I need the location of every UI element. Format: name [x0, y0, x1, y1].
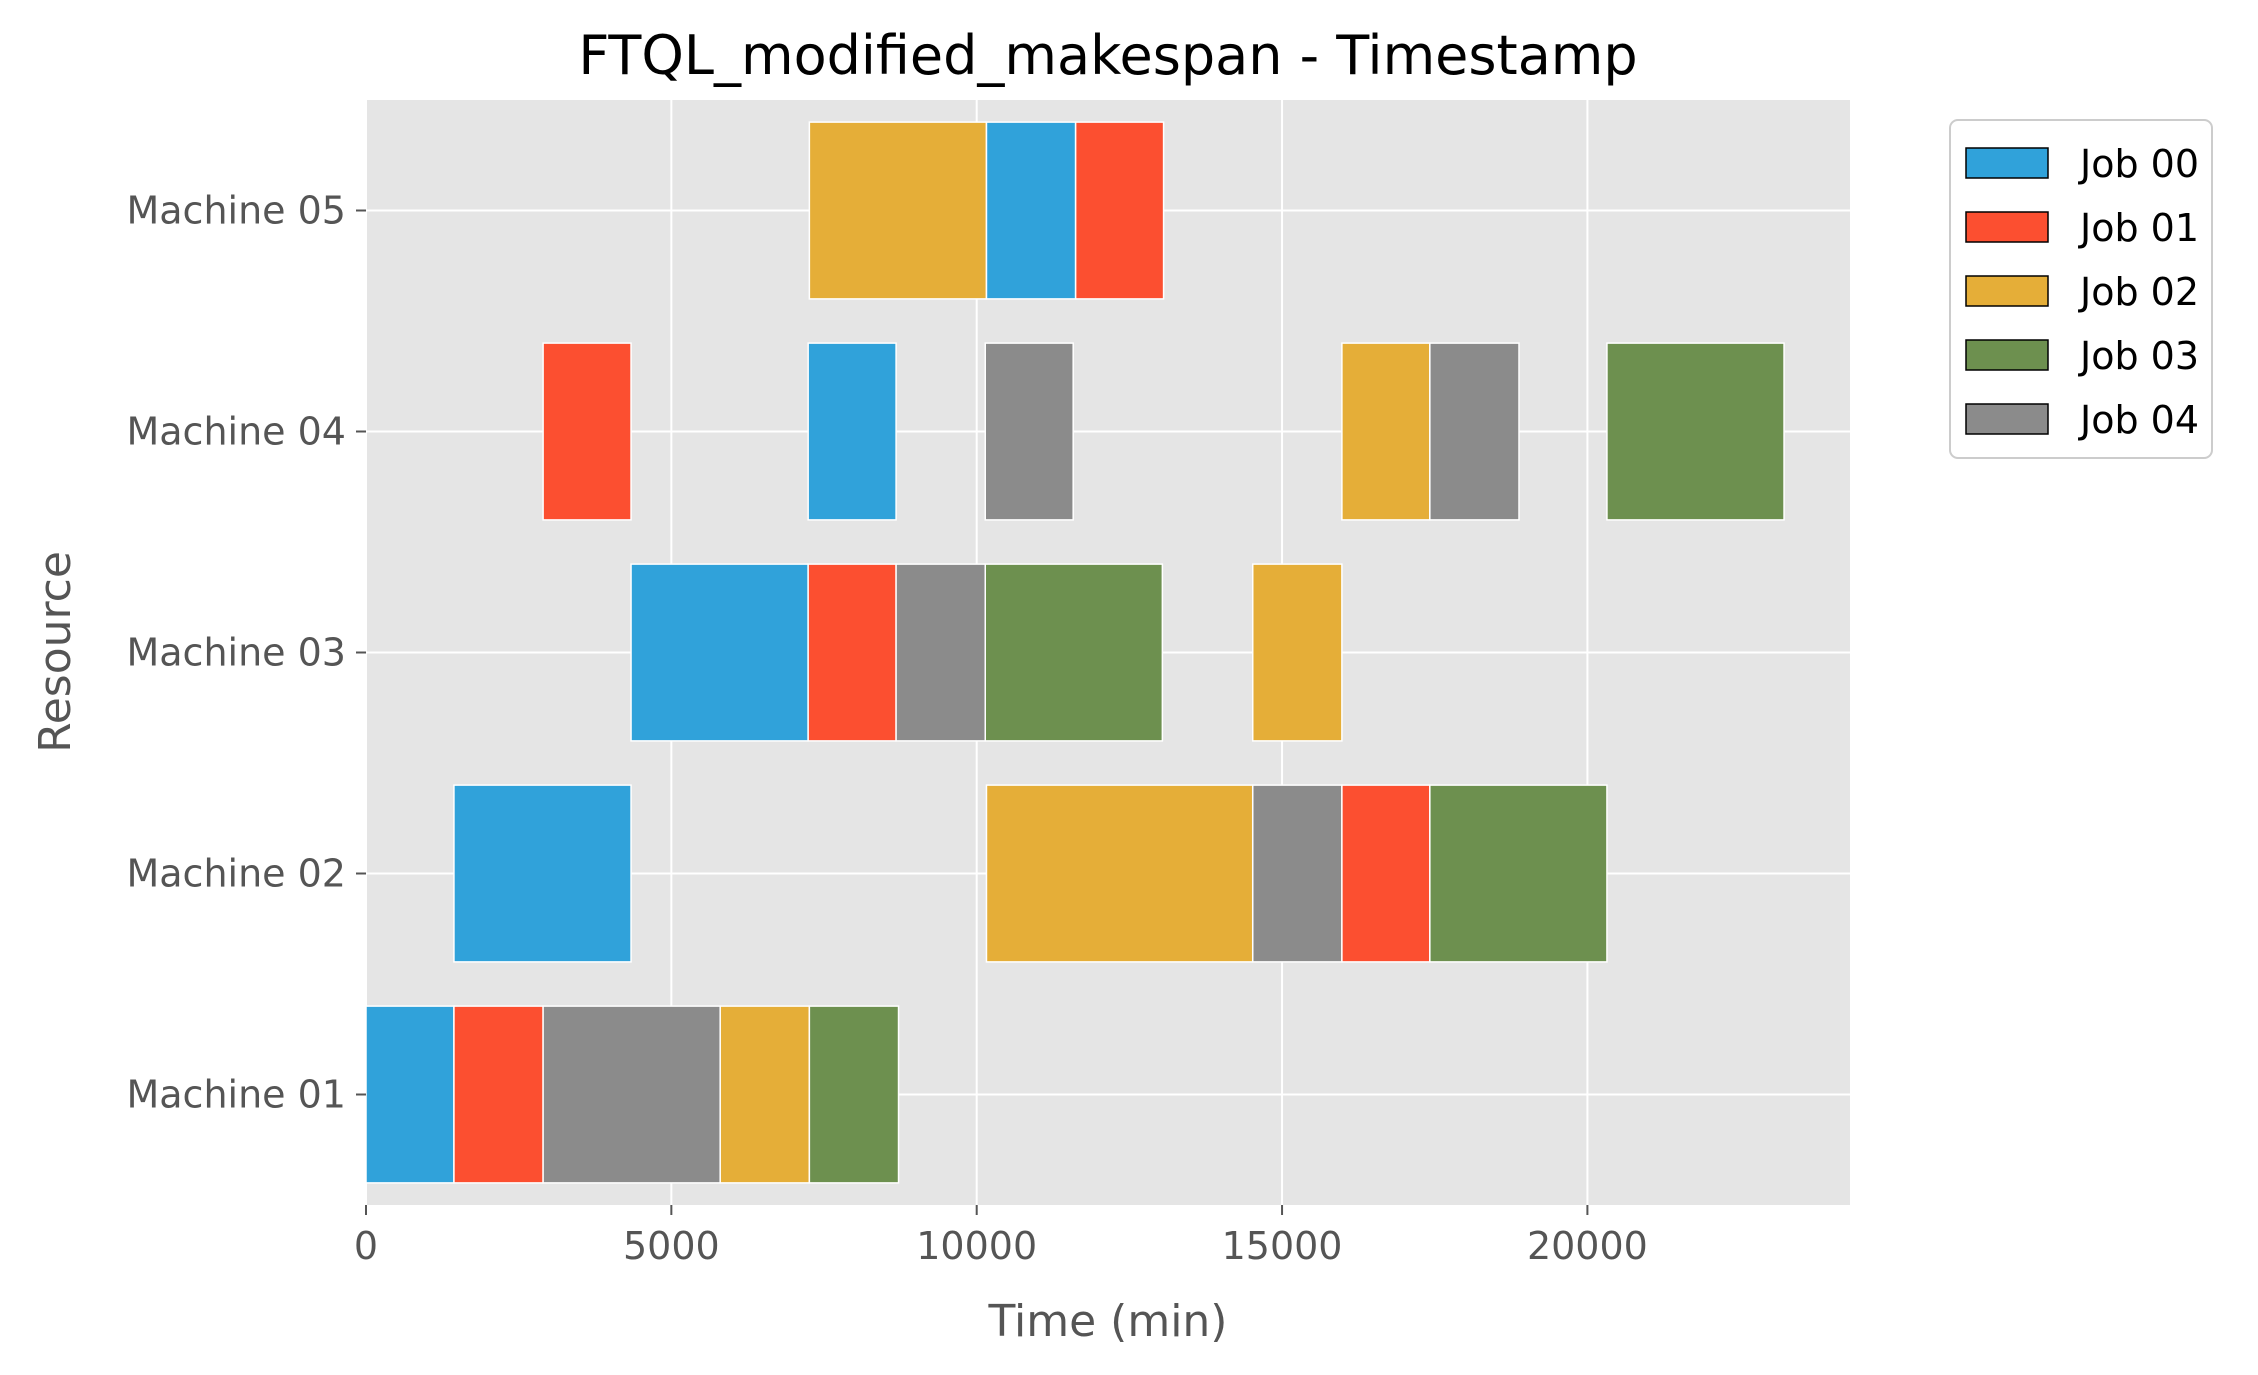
- x-tick-label: 10000: [916, 1224, 1037, 1268]
- y-axis-label: Resource: [30, 551, 81, 753]
- x-axis-label: Time (min): [988, 1296, 1228, 1347]
- y-tick-label: Machine 01: [126, 1073, 346, 1117]
- task-bar: [542, 342, 632, 521]
- task-bar: [719, 1005, 811, 1184]
- x-tick-label: 5000: [623, 1224, 720, 1268]
- task-bar: [630, 563, 809, 742]
- legend-label: Job 03: [2078, 334, 2199, 378]
- legend-label: Job 02: [2078, 270, 2199, 314]
- legend-swatch: [1965, 147, 2049, 179]
- x-axis-ticks: 0 5000 10000 15000 20000: [354, 1205, 1648, 1268]
- task-bar: [985, 784, 1254, 963]
- x-tick-label: 15000: [1222, 1224, 1343, 1268]
- task-bar: [1429, 342, 1520, 521]
- task-bar: [365, 1005, 455, 1184]
- legend-label: Job 04: [2078, 398, 2199, 442]
- legend-label: Job 01: [2078, 206, 2199, 250]
- task-bar: [1341, 784, 1431, 963]
- y-tick-label: Machine 02: [126, 852, 346, 896]
- task-bars: [365, 121, 1785, 1184]
- task-bar: [1251, 784, 1343, 963]
- task-bar: [808, 1005, 900, 1184]
- task-bar: [1251, 563, 1343, 742]
- y-tick-label: Machine 04: [126, 410, 346, 454]
- task-bar: [1074, 121, 1165, 300]
- task-bar: [807, 563, 897, 742]
- chart-title: FTQL_modified_makespan - Timestamp: [578, 24, 1637, 87]
- task-bar: [1429, 784, 1608, 963]
- task-bar: [984, 563, 1164, 742]
- task-bar: [453, 784, 632, 963]
- y-tick-label: Machine 03: [126, 631, 346, 675]
- task-bar: [808, 121, 988, 300]
- task-bar: [1341, 342, 1431, 521]
- legend-swatch: [1965, 339, 2049, 371]
- task-bar: [1606, 342, 1785, 521]
- y-axis-ticks: Machine 01 Machine 02 Machine 03 Machine 04…: [126, 189, 366, 1117]
- legend-swatch: [1965, 403, 2049, 435]
- legend-label: Job 00: [2078, 142, 2199, 186]
- x-tick-label: 0: [354, 1224, 378, 1268]
- task-bar: [984, 342, 1074, 521]
- task-bar: [542, 1005, 721, 1184]
- task-bar: [895, 563, 986, 742]
- legend: Job 00 Job 01 Job 02 Job 03 Job 04: [1949, 119, 2213, 459]
- task-bar: [985, 121, 1077, 300]
- y-tick-label: Machine 05: [126, 189, 346, 233]
- legend-swatch: [1965, 275, 2049, 307]
- task-bar: [453, 1005, 544, 1184]
- legend-frame: [1949, 119, 2213, 459]
- x-tick-label: 20000: [1527, 1224, 1648, 1268]
- task-bar: [807, 342, 897, 521]
- legend-swatch: [1965, 211, 2049, 243]
